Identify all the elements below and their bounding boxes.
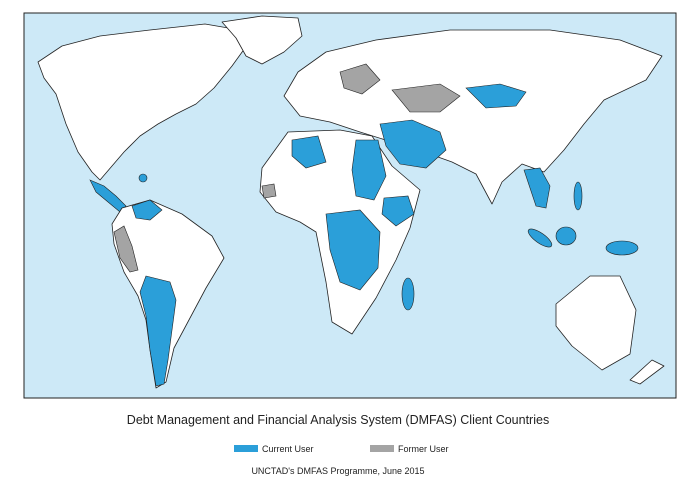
greenland bbox=[221, 15, 303, 65]
legend-swatch bbox=[370, 445, 394, 452]
world-map bbox=[37, 15, 665, 389]
venezuela bbox=[131, 199, 163, 221]
map-title: Debt Management and Financial Analysis S… bbox=[127, 413, 549, 427]
sumatra bbox=[527, 228, 553, 248]
madagascar bbox=[401, 277, 415, 311]
central-asia bbox=[391, 83, 461, 113]
caribbean bbox=[138, 173, 148, 183]
australia bbox=[555, 275, 637, 371]
russia-west bbox=[339, 63, 381, 95]
legend: Current User Former User bbox=[234, 444, 449, 454]
source-note: UNCTAD's DMFAS Programme, June 2015 bbox=[251, 466, 424, 476]
mongolia bbox=[465, 83, 527, 109]
new-zealand bbox=[629, 359, 665, 385]
borneo bbox=[555, 226, 577, 246]
philippines bbox=[573, 181, 583, 211]
peru bbox=[113, 225, 139, 273]
legend-swatch bbox=[234, 445, 258, 452]
algeria bbox=[291, 135, 327, 169]
ethiopia bbox=[381, 195, 415, 227]
west-africa bbox=[261, 183, 277, 199]
argentina-chile bbox=[139, 275, 177, 387]
papua bbox=[605, 240, 639, 256]
north-america bbox=[37, 23, 246, 181]
central-africa bbox=[325, 209, 381, 291]
middle-east bbox=[379, 119, 447, 169]
legend-label: Former User bbox=[398, 444, 449, 454]
south-east-asia bbox=[523, 167, 551, 209]
sudan-egypt bbox=[351, 139, 387, 201]
legend-label: Current User bbox=[262, 444, 314, 454]
